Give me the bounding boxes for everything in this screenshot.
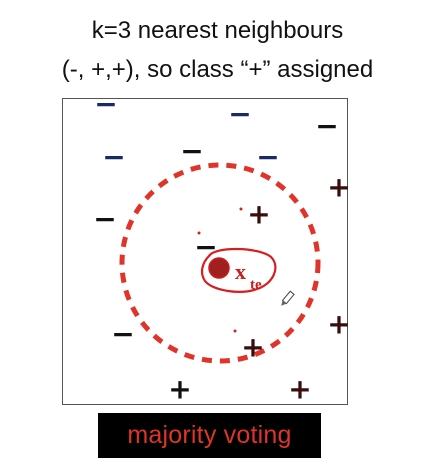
plus-point: + [288,373,311,406]
banner-text: majority voting [127,421,291,450]
minus-point: − [256,141,279,174]
minus-point: − [102,141,125,174]
plus-point: + [247,198,270,231]
stray-mark [198,232,201,235]
minus-point: − [94,99,117,121]
minus-point: − [111,318,134,351]
query-subscript: te [250,277,262,293]
plus-point: + [327,171,349,204]
query-label: x [235,259,246,284]
stray-mark [234,330,237,333]
majority-voting-banner: majority voting [98,413,321,458]
plus-point: + [168,373,191,406]
plus-point: + [241,331,264,364]
title-line-1: k=3 nearest neighbours [0,16,435,46]
query-point-dot [209,258,229,278]
title-line-2: (-, +,+), so class “+” assigned [0,55,435,85]
stray-mark [240,208,243,211]
diagram-canvas: − − −− − −+− +−− +++ + x te [63,99,349,406]
minus-point: − [180,135,203,168]
knn-diagram: − − − − − − + − + − − + + + + x te [62,98,348,405]
pencil-icon [279,291,294,307]
minus-point: − [93,203,116,236]
plus-point: + [327,308,349,341]
minus-point: − [228,99,251,131]
minus-point: − [315,110,338,143]
